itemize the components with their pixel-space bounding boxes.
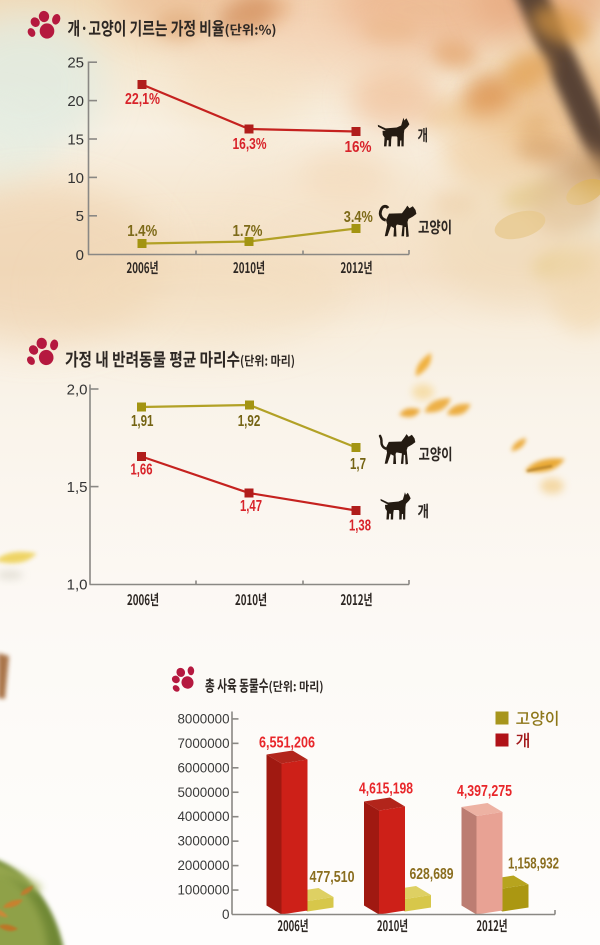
- svg-text:1,158,932: 1,158,932: [508, 856, 559, 873]
- svg-text:10: 10: [67, 170, 84, 187]
- svg-text:1.7%: 1.7%: [233, 223, 263, 240]
- svg-text:1,91: 1,91: [131, 413, 154, 430]
- svg-text:16,3%: 16,3%: [233, 136, 267, 153]
- svg-text:1.4%: 1.4%: [127, 223, 157, 240]
- svg-text:20: 20: [67, 93, 84, 110]
- svg-text:8000000: 8000000: [178, 711, 230, 726]
- svg-text:0: 0: [222, 907, 230, 922]
- svg-text:2000000: 2000000: [178, 858, 230, 873]
- svg-text:4,615,198: 4,615,198: [359, 781, 413, 798]
- svg-text:5: 5: [76, 208, 84, 225]
- svg-text:4,397,275: 4,397,275: [457, 783, 512, 800]
- svg-text:2,0: 2,0: [67, 381, 88, 398]
- svg-text:1,92: 1,92: [238, 413, 261, 430]
- svg-text:7000000: 7000000: [178, 736, 230, 751]
- svg-text:1,38: 1,38: [349, 518, 371, 535]
- svg-text:628,689: 628,689: [410, 866, 454, 883]
- svg-text:6000000: 6000000: [178, 760, 230, 775]
- svg-text:3.4%: 3.4%: [344, 209, 373, 226]
- svg-text:1,5: 1,5: [67, 479, 88, 496]
- svg-text:25: 25: [67, 55, 84, 72]
- svg-text:1000000: 1000000: [178, 883, 230, 898]
- svg-text:5000000: 5000000: [178, 785, 230, 800]
- svg-text:1,66: 1,66: [131, 462, 153, 479]
- svg-text:0: 0: [76, 247, 84, 264]
- svg-text:1,7: 1,7: [350, 456, 366, 473]
- svg-text:6,551,206: 6,551,206: [259, 735, 315, 752]
- svg-text:477,510: 477,510: [310, 869, 355, 886]
- svg-text:15: 15: [67, 131, 84, 148]
- svg-text:3000000: 3000000: [178, 834, 230, 849]
- svg-text:22,1%: 22,1%: [125, 91, 160, 108]
- svg-text:4000000: 4000000: [178, 809, 230, 824]
- svg-text:1,0: 1,0: [67, 577, 88, 594]
- svg-text:1,47: 1,47: [240, 498, 262, 515]
- svg-text:16%: 16%: [345, 139, 372, 156]
